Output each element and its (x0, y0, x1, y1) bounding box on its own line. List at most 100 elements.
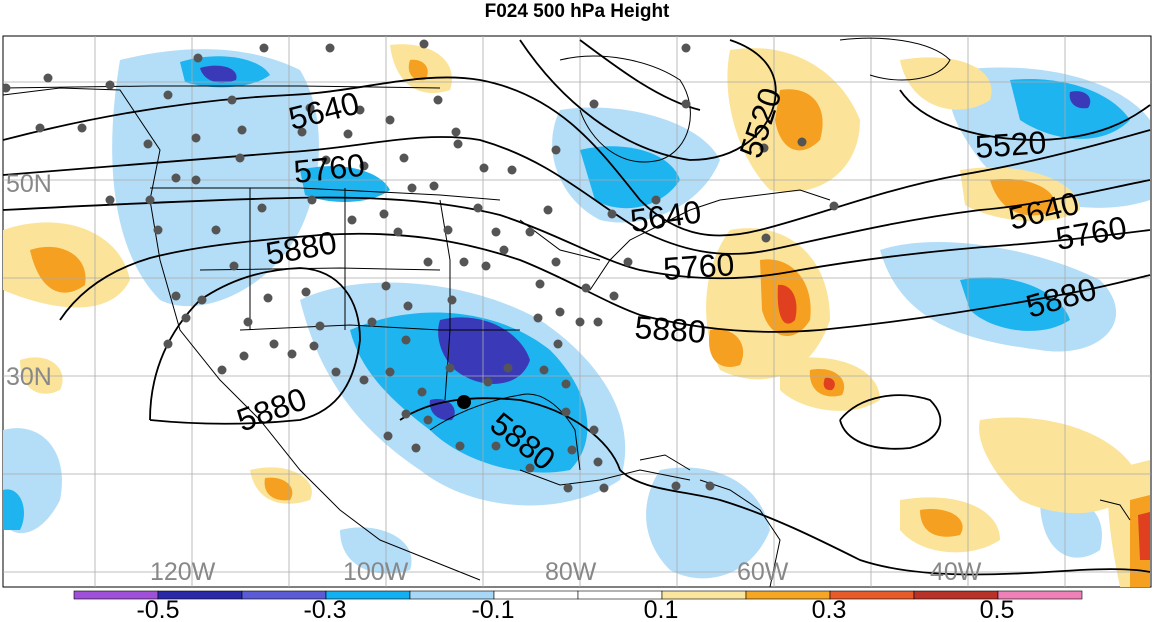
colorbar-tick-label: -0.3 (303, 596, 346, 622)
station-dot (473, 203, 483, 213)
station-dot (567, 445, 577, 455)
station-dot (705, 481, 715, 491)
station-dot (417, 387, 427, 397)
station-dot (105, 195, 115, 205)
lon-label: 80W (545, 558, 597, 586)
station-dot (423, 415, 433, 425)
station-dot (451, 127, 461, 137)
station-dot (455, 441, 465, 451)
station-dot (307, 195, 317, 205)
station-dot (367, 317, 377, 327)
station-dot (563, 483, 573, 493)
station-dot (759, 143, 769, 153)
station-dot (491, 227, 501, 237)
station-dot (211, 225, 221, 235)
station-dot (561, 407, 571, 417)
contour-label: 5520 (974, 124, 1048, 165)
colorbar-tick-label: -0.5 (136, 596, 179, 622)
station-dot (359, 161, 369, 171)
station-dot (429, 181, 439, 191)
station-dot (359, 375, 369, 385)
station-dot (533, 313, 543, 323)
station-dot (259, 43, 269, 53)
station-dot (399, 153, 409, 163)
station-dot (145, 195, 155, 205)
station-dot (287, 349, 297, 359)
station-dot (263, 293, 273, 303)
station-markers (3, 39, 839, 493)
station-dot (191, 175, 201, 185)
station-dot (171, 291, 181, 301)
station-dot (419, 39, 429, 49)
station-dot (479, 163, 489, 173)
station-dot (407, 183, 417, 193)
station-dot (237, 125, 247, 135)
station-dot (543, 205, 553, 215)
station-dot (401, 335, 411, 345)
station-dot (551, 257, 561, 267)
station-dot (301, 287, 311, 297)
station-dot (459, 257, 469, 267)
lon-label: 120W (150, 558, 216, 586)
station-dot (525, 463, 535, 473)
station-dot (297, 127, 307, 137)
station-dot (481, 261, 491, 271)
station-dot (243, 317, 253, 327)
station-dot (581, 283, 591, 293)
contour-label: 5880 (634, 309, 708, 350)
station-dot (609, 291, 619, 301)
station-dot (217, 365, 227, 375)
station-dot (105, 80, 115, 90)
station-dot (269, 339, 279, 349)
colorbar (73, 590, 1083, 600)
station-dot (227, 95, 237, 105)
station-dot (423, 257, 433, 267)
station-dot (163, 339, 173, 349)
station-dot (535, 279, 545, 289)
station-dot (355, 105, 365, 115)
station-dot (623, 257, 633, 267)
station-dot (347, 215, 357, 225)
contour-label: 5760 (662, 246, 736, 287)
station-dot (181, 313, 191, 323)
station-dot (309, 341, 319, 351)
colorbar-swatch (997, 590, 1083, 600)
station-dot (3, 83, 11, 93)
lat-label: 50N (6, 170, 52, 198)
station-dot (589, 425, 599, 435)
station-dot (315, 321, 325, 331)
station-dot (447, 295, 457, 305)
station-dot (555, 307, 565, 317)
station-dot (197, 295, 207, 305)
station-dot (593, 317, 603, 327)
station-dot (77, 123, 87, 133)
station-dot (761, 233, 771, 243)
lon-label: 100W (343, 558, 409, 586)
station-dot (589, 99, 599, 109)
station-dot (153, 225, 163, 235)
station-dot (229, 261, 239, 271)
station-dot (499, 245, 509, 255)
station-dot (797, 137, 807, 147)
station-dot (381, 281, 391, 291)
station-dot (671, 481, 681, 491)
station-dot (239, 351, 249, 361)
station-dot (331, 367, 341, 377)
station-dot (35, 123, 45, 133)
station-dot (325, 43, 335, 53)
station-dot (343, 129, 353, 139)
colorbar-tick-label: 0.3 (812, 596, 847, 622)
station-dot (433, 95, 443, 105)
station-dot (829, 201, 839, 211)
colorbar-tick-label: -0.1 (471, 596, 514, 622)
lon-label: 60W (737, 558, 789, 586)
lat-label: 30N (6, 363, 52, 391)
figure-title: F024 500 hPa Height (484, 1, 670, 22)
station-dot (445, 363, 455, 373)
station-dot (191, 133, 201, 143)
station-dot (483, 377, 493, 387)
graticule (3, 36, 1151, 587)
station-dot (561, 379, 571, 389)
station-dot (403, 301, 413, 311)
